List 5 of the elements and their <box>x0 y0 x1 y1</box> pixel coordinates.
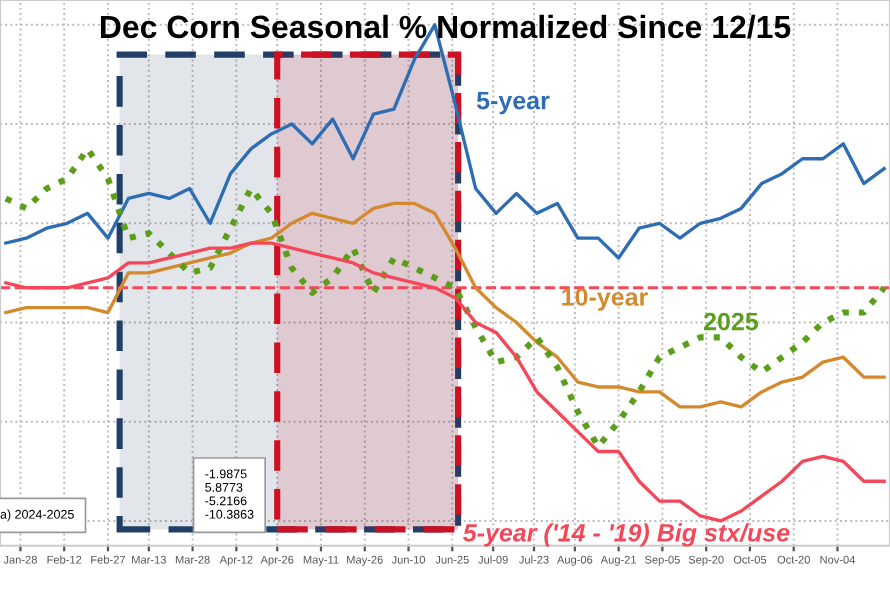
series-label: 5-year <box>476 91 550 115</box>
series-label: 5-year ('14 - '19) Big stx/use <box>463 523 790 547</box>
chart-title: Dec Corn Seasonal % Normalized Since 12/15 <box>100 14 791 39</box>
series-label: 2025 <box>703 312 759 331</box>
series-label: 10-year <box>562 288 648 311</box>
